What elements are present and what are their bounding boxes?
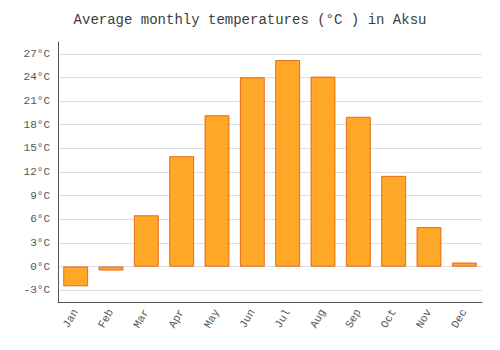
svg-text:27°C: 27°C xyxy=(24,48,51,60)
svg-text:Sep: Sep xyxy=(343,307,363,330)
svg-text:21°C: 21°C xyxy=(24,95,51,107)
svg-text:Dec: Dec xyxy=(449,307,469,330)
svg-text:May: May xyxy=(202,307,222,330)
svg-text:Jun: Jun xyxy=(237,307,257,330)
svg-text:Average monthly temperatures (: Average monthly temperatures (°C ) in Ak… xyxy=(74,12,427,28)
svg-text:Feb: Feb xyxy=(96,307,116,330)
svg-text:Apr: Apr xyxy=(167,307,187,330)
svg-text:Jul: Jul xyxy=(273,307,293,330)
svg-text:6°C: 6°C xyxy=(30,213,50,225)
svg-text:15°C: 15°C xyxy=(24,142,51,154)
svg-text:-3°C: -3°C xyxy=(24,284,51,296)
svg-text:24°C: 24°C xyxy=(24,71,51,83)
svg-text:9°C: 9°C xyxy=(30,190,50,202)
svg-text:Oct: Oct xyxy=(379,307,399,330)
svg-text:3°C: 3°C xyxy=(30,237,50,249)
svg-text:Mar: Mar xyxy=(131,307,151,330)
svg-text:Nov: Nov xyxy=(414,307,434,330)
svg-text:18°C: 18°C xyxy=(24,119,51,131)
svg-text:Aug: Aug xyxy=(308,307,328,330)
svg-text:12°C: 12°C xyxy=(24,166,51,178)
svg-text:Jan: Jan xyxy=(61,307,81,330)
svg-text:0°C: 0°C xyxy=(30,261,50,273)
